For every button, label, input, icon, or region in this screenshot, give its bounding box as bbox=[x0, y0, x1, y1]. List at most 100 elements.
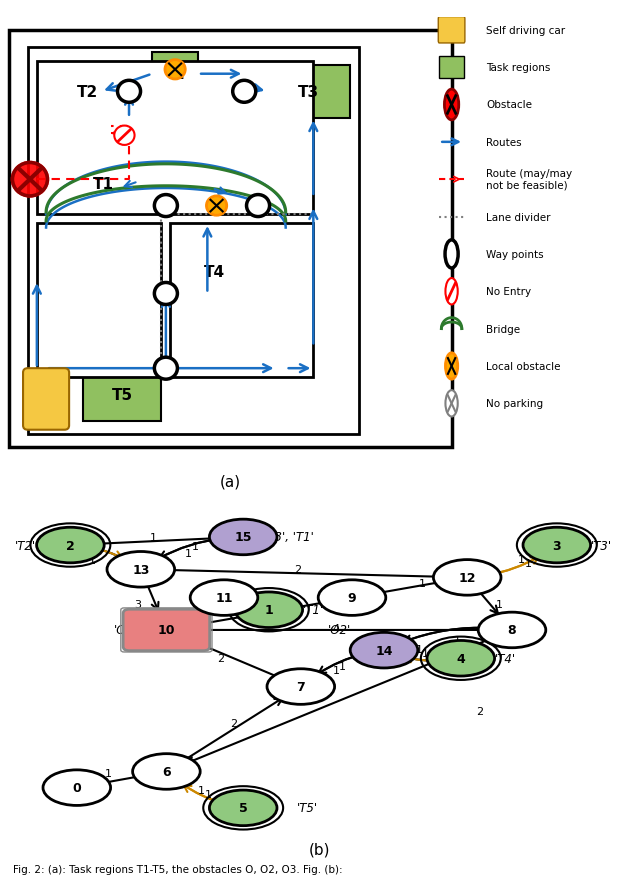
Circle shape bbox=[207, 197, 227, 216]
Text: 9: 9 bbox=[348, 592, 356, 604]
Ellipse shape bbox=[209, 790, 277, 825]
Circle shape bbox=[444, 90, 459, 121]
Text: 1: 1 bbox=[448, 639, 454, 650]
Text: 2: 2 bbox=[294, 565, 301, 574]
Text: 8: 8 bbox=[508, 623, 516, 637]
Text: 'O': 'O' bbox=[114, 623, 129, 637]
Text: 1: 1 bbox=[243, 599, 250, 609]
Text: 1: 1 bbox=[90, 556, 96, 565]
FancyBboxPatch shape bbox=[439, 57, 464, 79]
Text: 1: 1 bbox=[234, 604, 240, 615]
Ellipse shape bbox=[478, 613, 546, 648]
Text: 2: 2 bbox=[66, 539, 75, 552]
Circle shape bbox=[445, 241, 458, 269]
Text: Lane divider: Lane divider bbox=[486, 212, 551, 222]
Text: T2: T2 bbox=[77, 84, 98, 100]
Circle shape bbox=[445, 279, 458, 306]
Ellipse shape bbox=[318, 580, 386, 615]
FancyBboxPatch shape bbox=[170, 224, 314, 378]
Circle shape bbox=[246, 196, 269, 218]
Ellipse shape bbox=[107, 552, 175, 587]
Text: 13: 13 bbox=[132, 563, 150, 576]
Ellipse shape bbox=[190, 580, 258, 615]
FancyBboxPatch shape bbox=[123, 609, 210, 651]
Circle shape bbox=[154, 196, 177, 218]
Text: 'O2': 'O2' bbox=[328, 623, 351, 637]
Ellipse shape bbox=[350, 633, 418, 668]
Circle shape bbox=[154, 284, 177, 306]
Circle shape bbox=[118, 82, 141, 104]
Text: 1: 1 bbox=[106, 768, 112, 779]
Text: Obstacle: Obstacle bbox=[486, 100, 532, 111]
Text: 1: 1 bbox=[339, 662, 346, 672]
FancyBboxPatch shape bbox=[46, 66, 129, 119]
Text: 1: 1 bbox=[264, 603, 273, 616]
Text: 'T2': 'T2' bbox=[15, 539, 36, 552]
Text: T1: T1 bbox=[165, 68, 185, 82]
Text: 1: 1 bbox=[150, 532, 157, 543]
Text: 11: 11 bbox=[215, 592, 233, 604]
Text: 'O3', 'T1': 'O3', 'T1' bbox=[262, 531, 314, 543]
Text: (a): (a) bbox=[220, 474, 241, 489]
Ellipse shape bbox=[433, 560, 501, 595]
Circle shape bbox=[445, 354, 458, 379]
Ellipse shape bbox=[267, 669, 335, 704]
Text: 1: 1 bbox=[422, 648, 429, 658]
Text: 1: 1 bbox=[416, 644, 422, 654]
Text: 'T5': 'T5' bbox=[296, 802, 318, 815]
Text: 2: 2 bbox=[230, 718, 237, 728]
Circle shape bbox=[165, 61, 185, 80]
Text: 3: 3 bbox=[552, 539, 561, 552]
Ellipse shape bbox=[209, 520, 277, 555]
Ellipse shape bbox=[132, 754, 200, 789]
Circle shape bbox=[445, 391, 458, 417]
Text: 1: 1 bbox=[496, 599, 502, 609]
Text: 2: 2 bbox=[217, 653, 225, 664]
Text: Bridge: Bridge bbox=[486, 324, 520, 335]
Text: 14: 14 bbox=[375, 644, 393, 657]
Text: 1: 1 bbox=[419, 579, 426, 589]
Ellipse shape bbox=[523, 528, 591, 563]
Text: 1: 1 bbox=[186, 549, 192, 558]
Text: 12: 12 bbox=[458, 572, 476, 584]
Text: Local obstacle: Local obstacle bbox=[486, 362, 561, 371]
FancyBboxPatch shape bbox=[65, 154, 143, 215]
Text: 7: 7 bbox=[296, 680, 305, 694]
Text: Routes: Routes bbox=[486, 138, 522, 148]
Text: 6: 6 bbox=[162, 765, 171, 778]
Ellipse shape bbox=[427, 641, 495, 676]
FancyBboxPatch shape bbox=[23, 369, 69, 430]
Text: No parking: No parking bbox=[486, 399, 543, 409]
FancyBboxPatch shape bbox=[268, 66, 350, 119]
Ellipse shape bbox=[43, 770, 111, 805]
Text: 1: 1 bbox=[192, 541, 198, 551]
Text: 4: 4 bbox=[332, 623, 340, 633]
Text: 'T3': 'T3' bbox=[591, 539, 612, 552]
Text: T4: T4 bbox=[204, 264, 225, 280]
Text: 1: 1 bbox=[198, 785, 205, 795]
FancyBboxPatch shape bbox=[37, 61, 314, 215]
Text: 2: 2 bbox=[476, 706, 484, 716]
Text: (b): (b) bbox=[309, 841, 331, 856]
Text: T3: T3 bbox=[298, 84, 319, 100]
Text: T1: T1 bbox=[93, 176, 114, 192]
FancyBboxPatch shape bbox=[28, 48, 360, 435]
Text: 0: 0 bbox=[72, 781, 81, 795]
Circle shape bbox=[115, 126, 134, 146]
Text: No Entry: No Entry bbox=[486, 287, 532, 297]
Text: 1: 1 bbox=[518, 555, 525, 565]
Circle shape bbox=[233, 82, 256, 104]
FancyBboxPatch shape bbox=[438, 18, 465, 44]
Text: 'T4': 'T4' bbox=[495, 652, 516, 665]
Text: 2: 2 bbox=[252, 610, 260, 620]
Text: 3: 3 bbox=[134, 599, 141, 609]
FancyBboxPatch shape bbox=[152, 53, 198, 97]
Text: Route (may/may
not be feasible): Route (may/may not be feasible) bbox=[486, 169, 573, 191]
Text: 5: 5 bbox=[239, 802, 248, 815]
Text: 1: 1 bbox=[90, 551, 96, 560]
Text: Fig. 2: (a): Task regions T1-T5, the obstacles O, O2, O3. Fig. (b):: Fig. 2: (a): Task regions T1-T5, the obs… bbox=[13, 864, 342, 874]
FancyBboxPatch shape bbox=[9, 31, 452, 448]
Circle shape bbox=[12, 163, 47, 197]
Ellipse shape bbox=[235, 593, 303, 628]
Text: 1: 1 bbox=[454, 636, 461, 645]
